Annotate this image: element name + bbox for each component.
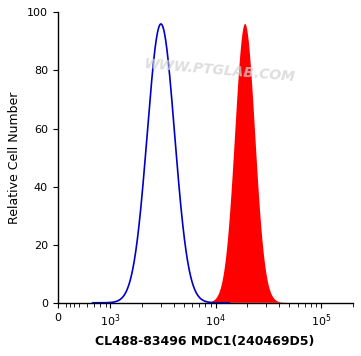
Polygon shape <box>195 24 295 303</box>
X-axis label: CL488-83496 MDC1(240469D5): CL488-83496 MDC1(240469D5) <box>95 335 315 348</box>
Y-axis label: Relative Cell Number: Relative Cell Number <box>8 91 21 224</box>
Text: WWW.PTGLAB.COM: WWW.PTGLAB.COM <box>144 57 296 84</box>
